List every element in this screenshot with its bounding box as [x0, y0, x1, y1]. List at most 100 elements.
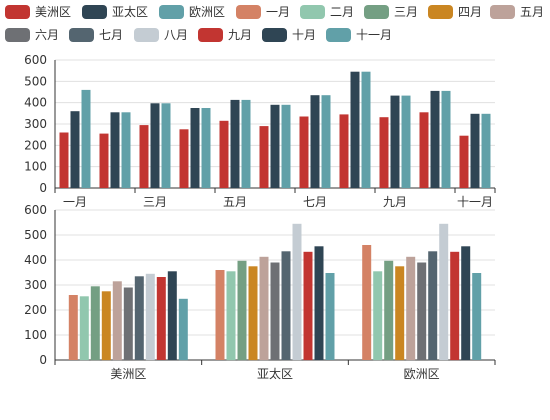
legend-item-jan[interactable]: 一月 — [236, 5, 290, 19]
bar-top-c9-s0[interactable] — [419, 112, 429, 188]
legend-item-mar[interactable]: 三月 — [364, 5, 418, 19]
bar-top-c10-s0[interactable] — [459, 135, 469, 188]
bar-top-c0-s0[interactable] — [59, 132, 69, 189]
bar-bottom-c2-s10[interactable] — [472, 273, 482, 360]
bar-top-c1-s1[interactable] — [110, 112, 120, 188]
legend-label-jul: 七月 — [99, 28, 124, 42]
bar-top-c2-s2[interactable] — [161, 103, 171, 188]
bar-bottom-c0-s8[interactable] — [156, 277, 166, 360]
bar-bottom-c2-s0[interactable] — [362, 245, 372, 360]
x-tick-label: 九月 — [383, 195, 407, 209]
bar-bottom-c2-s1[interactable] — [373, 271, 383, 361]
legend-item-sep[interactable]: 九月 — [198, 28, 252, 42]
bar-top-c6-s2[interactable] — [321, 95, 331, 188]
y-tick-label: 200 — [24, 303, 47, 317]
bar-bottom-c1-s1[interactable] — [226, 271, 236, 361]
legend-swatch-aug — [134, 28, 159, 42]
bar-bottom-c0-s5[interactable] — [123, 287, 133, 361]
bar-top-c3-s2[interactable] — [201, 108, 211, 188]
bar-bottom-c0-s3[interactable] — [101, 291, 111, 361]
bar-bottom-c0-s6[interactable] — [134, 276, 144, 361]
bar-bottom-c0-s7[interactable] — [145, 273, 155, 361]
legend-item-europe[interactable]: 欧洲区 — [159, 5, 225, 19]
legend-swatch-feb — [300, 5, 325, 19]
bar-bottom-c1-s5[interactable] — [270, 262, 280, 361]
legend-swatch-europe — [159, 5, 184, 19]
bar-top-c1-s0[interactable] — [99, 133, 109, 188]
legend-item-jun[interactable]: 六月 — [5, 28, 59, 42]
legend-swatch-jan — [236, 5, 261, 19]
legend-item-americas[interactable]: 美洲区 — [5, 5, 71, 19]
bar-bottom-c1-s6[interactable] — [281, 251, 291, 361]
bar-top-c7-s0[interactable] — [339, 114, 349, 188]
bar-top-c0-s1[interactable] — [70, 111, 80, 188]
bar-bottom-c2-s3[interactable] — [395, 266, 405, 361]
bar-bottom-c2-s8[interactable] — [450, 251, 460, 361]
bar-bottom-c2-s4[interactable] — [406, 256, 416, 361]
legend-item-oct[interactable]: 十月 — [262, 28, 316, 42]
legend-item-apac[interactable]: 亚太区 — [82, 5, 148, 19]
bar-bottom-c1-s8[interactable] — [303, 251, 313, 361]
y-tick-label: 400 — [24, 96, 47, 110]
bar-bottom-c2-s9[interactable] — [461, 246, 471, 361]
bar-bottom-c0-s10[interactable] — [178, 298, 188, 361]
bar-bottom-c2-s2[interactable] — [384, 260, 394, 361]
legend-swatch-apac — [82, 5, 107, 19]
bar-top-c9-s1[interactable] — [430, 90, 440, 188]
bar-top-c9-s2[interactable] — [441, 90, 451, 188]
bar-bottom-c0-s1[interactable] — [79, 296, 89, 361]
bar-top-c4-s2[interactable] — [241, 99, 251, 188]
legend-item-nov[interactable]: 十一月 — [326, 28, 392, 42]
bar-top-c10-s1[interactable] — [470, 113, 480, 188]
bar-top-c2-s1[interactable] — [150, 103, 160, 188]
bar-top-c8-s1[interactable] — [390, 95, 400, 188]
legend-item-aug[interactable]: 八月 — [134, 28, 188, 42]
legend-label-mar: 三月 — [394, 5, 419, 19]
legend-item-apr[interactable]: 四月 — [428, 5, 482, 19]
legend-swatch-nov — [326, 28, 351, 42]
bar-top-c2-s0[interactable] — [139, 125, 149, 188]
bar-top-c3-s1[interactable] — [190, 108, 200, 188]
x-tick-label: 欧洲区 — [404, 367, 440, 381]
bar-bottom-c2-s5[interactable] — [417, 262, 427, 361]
bar-top-c0-s2[interactable] — [81, 89, 91, 188]
legend-label-jan: 一月 — [266, 5, 291, 19]
bar-top-c4-s0[interactable] — [219, 120, 229, 188]
bar-top-c6-s1[interactable] — [310, 95, 320, 188]
legend-item-jul[interactable]: 七月 — [69, 28, 123, 42]
bar-top-c5-s0[interactable] — [259, 126, 269, 188]
y-tick-label: 600 — [24, 53, 47, 67]
x-tick-label: 五月 — [223, 195, 247, 209]
bar-bottom-c1-s4[interactable] — [259, 256, 269, 361]
bar-bottom-c0-s2[interactable] — [90, 286, 100, 361]
bar-bottom-c1-s7[interactable] — [292, 223, 302, 361]
legend-item-may[interactable]: 五月 — [490, 5, 544, 19]
bar-top-c10-s2[interactable] — [481, 113, 491, 188]
bar-bottom-c1-s9[interactable] — [314, 246, 324, 361]
bar-bottom-c0-s9[interactable] — [167, 271, 177, 361]
bar-bottom-c1-s2[interactable] — [237, 260, 247, 361]
bar-top-c5-s2[interactable] — [281, 104, 291, 188]
bar-top-c8-s2[interactable] — [401, 95, 411, 188]
legend-item-feb[interactable]: 二月 — [300, 5, 354, 19]
bar-bottom-c1-s3[interactable] — [248, 266, 258, 361]
legend-swatch-americas — [5, 5, 30, 19]
y-tick-label: 300 — [24, 278, 47, 292]
bar-bottom-c1-s10[interactable] — [325, 273, 335, 360]
bar-top-c8-s0[interactable] — [379, 117, 389, 188]
bar-top-c5-s1[interactable] — [270, 104, 280, 188]
bar-top-c3-s0[interactable] — [179, 129, 189, 188]
bar-top-c1-s2[interactable] — [121, 112, 131, 188]
bar-bottom-c2-s7[interactable] — [439, 223, 449, 361]
bar-top-c6-s0[interactable] — [299, 116, 309, 189]
x-tick-label: 七月 — [303, 195, 327, 209]
bar-top-c7-s1[interactable] — [350, 71, 360, 188]
x-tick-label: 美洲区 — [110, 367, 146, 381]
bar-bottom-c2-s6[interactable] — [428, 251, 438, 361]
bar-bottom-c1-s0[interactable] — [215, 270, 225, 360]
bar-top-c7-s2[interactable] — [361, 71, 371, 188]
bar-top-c4-s1[interactable] — [230, 99, 240, 188]
legend-label-europe: 欧洲区 — [189, 5, 226, 19]
bar-bottom-c0-s4[interactable] — [112, 281, 122, 361]
bar-bottom-c0-s0[interactable] — [68, 295, 78, 360]
